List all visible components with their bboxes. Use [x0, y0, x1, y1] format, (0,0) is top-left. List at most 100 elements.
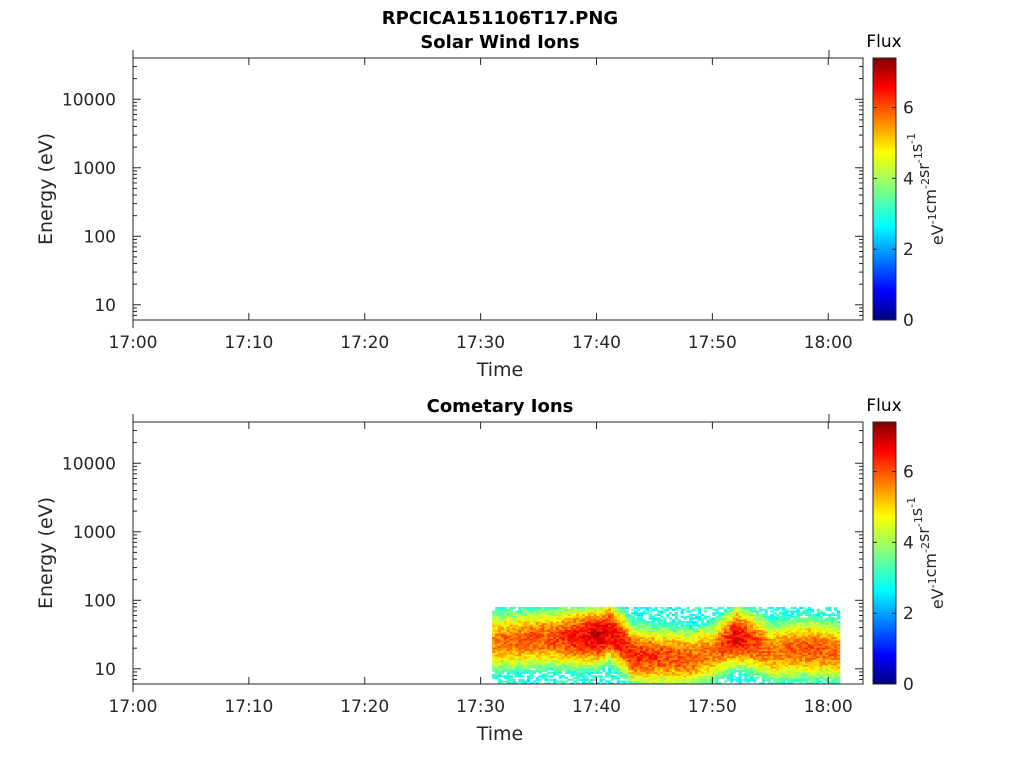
flux-cell	[732, 671, 736, 674]
flux-cell	[674, 622, 679, 625]
flux-cell	[570, 654, 574, 657]
flux-cell	[637, 664, 641, 667]
flux-cell	[663, 633, 667, 636]
flux-cell	[825, 634, 829, 638]
flux-cell	[628, 659, 632, 662]
flux-cell	[796, 624, 800, 627]
flux-cell	[628, 682, 632, 684]
flux-cell	[822, 647, 826, 650]
flux-cell	[796, 645, 800, 648]
flux-cell	[570, 645, 574, 648]
flux-cell	[619, 664, 623, 667]
flux-cell	[680, 682, 684, 684]
flux-cell	[747, 613, 751, 617]
flux-cell	[819, 626, 823, 629]
flux-cell	[738, 606, 742, 610]
flux-cell	[593, 643, 597, 646]
flux-cell	[518, 673, 522, 676]
flux-cell	[810, 673, 815, 676]
flux-cell	[692, 647, 696, 650]
flux-cell	[813, 652, 818, 655]
flux-cell	[694, 652, 699, 655]
flux-cell	[605, 633, 609, 636]
flux-cell	[555, 652, 560, 655]
flux-cell	[784, 654, 789, 657]
flux-cell	[778, 664, 783, 667]
flux-cell	[686, 636, 690, 639]
flux-cell	[773, 631, 777, 634]
flux-cell	[576, 638, 580, 641]
flux-cell	[706, 615, 710, 618]
flux-cell	[521, 617, 525, 620]
flux-cell	[706, 629, 710, 632]
flux-cell	[515, 682, 519, 684]
flux-cell	[535, 666, 539, 669]
flux-cell	[686, 629, 690, 632]
flux-cell	[529, 671, 534, 674]
flux-cell	[712, 671, 716, 674]
flux-cell	[819, 659, 823, 662]
flux-cell	[515, 664, 519, 667]
flux-cell	[616, 612, 621, 615]
flux-cell	[602, 622, 606, 625]
flux-cell	[825, 645, 829, 648]
flux-cell	[831, 652, 835, 655]
flux-cell	[819, 666, 823, 669]
flux-cell	[671, 631, 676, 634]
flux-cell	[668, 631, 673, 634]
flux-cell	[547, 678, 551, 681]
flux-cell	[593, 619, 597, 622]
flux-cell	[712, 633, 716, 636]
flux-cell	[692, 678, 696, 681]
flux-cell	[553, 606, 557, 610]
flux-cell	[535, 676, 539, 680]
flux-cell	[755, 627, 760, 631]
flux-cell	[692, 673, 696, 676]
flux-cell	[770, 636, 774, 639]
flux-cell	[758, 669, 763, 673]
flux-cell	[509, 634, 513, 638]
flux-cell	[778, 636, 783, 639]
flux-cell	[518, 647, 522, 650]
flux-cell	[599, 640, 603, 643]
flux-cell	[807, 654, 812, 657]
flux-cell	[541, 647, 545, 650]
flux-cell	[582, 633, 586, 636]
flux-cell	[625, 615, 629, 618]
flux-cell	[694, 659, 699, 662]
flux-cell	[761, 647, 765, 650]
flux-cell	[602, 610, 606, 613]
flux-cell	[816, 619, 820, 622]
flux-cell	[729, 631, 734, 634]
flux-cell	[706, 647, 710, 650]
flux-cell	[590, 645, 594, 648]
flux-cell	[660, 641, 664, 645]
flux-cell	[822, 659, 826, 662]
flux-cell	[512, 613, 516, 617]
flux-cell	[787, 655, 791, 659]
flux-cell	[590, 641, 594, 645]
flux-cell	[544, 606, 548, 610]
flux-cell	[723, 627, 728, 631]
flux-cell	[599, 612, 603, 615]
flux-cell	[706, 627, 710, 631]
flux-cell	[776, 641, 780, 645]
flux-cell	[718, 655, 722, 659]
flux-cell	[492, 610, 496, 613]
flux-cell	[518, 655, 522, 659]
flux-cell	[677, 669, 681, 673]
flux-cell	[634, 661, 638, 664]
flux-cell	[776, 636, 780, 639]
flux-cell	[660, 622, 664, 625]
flux-cell	[521, 631, 525, 634]
flux-cell	[593, 633, 597, 636]
flux-cell	[515, 636, 519, 639]
flux-cell	[764, 640, 768, 643]
flux-cell	[587, 640, 592, 643]
flux-cell	[715, 617, 719, 620]
flux-cell	[715, 610, 719, 613]
flux-cell	[642, 640, 647, 643]
flux-cell	[573, 652, 577, 655]
flux-cell	[538, 624, 542, 627]
flux-cell	[825, 647, 829, 650]
